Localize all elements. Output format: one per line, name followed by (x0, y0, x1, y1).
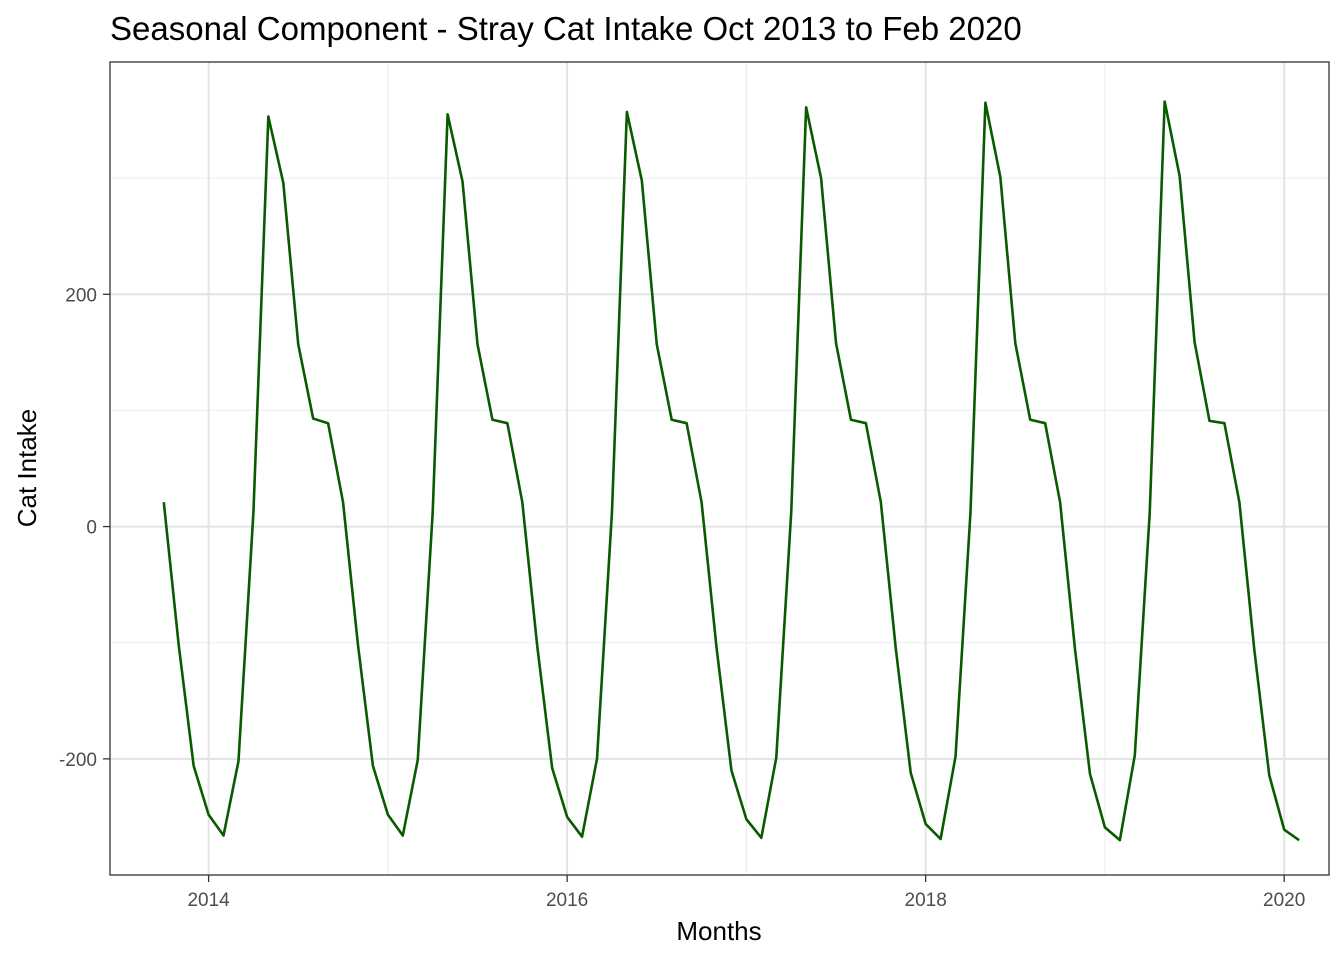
y-tick-label: -200 (59, 750, 97, 771)
x-tick-label: 2016 (546, 890, 588, 911)
y-axis-ticks: -200 0 200 (59, 285, 110, 771)
x-tick-label: 2020 (1263, 890, 1305, 911)
major-gridlines (110, 62, 1329, 875)
x-tick-label: 2018 (905, 890, 947, 911)
series-line (162, 100, 1300, 842)
x-axis-title: Months (676, 916, 761, 946)
minor-gridlines (110, 62, 1329, 875)
series-layer (162, 100, 1300, 842)
x-tick-label: 2014 (187, 890, 230, 911)
x-axis-ticks: 2014 2016 2018 2020 (187, 875, 1305, 911)
plot-border (109, 61, 1330, 876)
plot-panel (110, 62, 1329, 875)
y-axis-title: Cat Intake (12, 409, 42, 528)
y-tick-label: 0 (86, 518, 97, 539)
chart-title: Seasonal Component - Stray Cat Intake Oc… (110, 10, 1022, 47)
y-tick-label: 200 (65, 285, 97, 306)
